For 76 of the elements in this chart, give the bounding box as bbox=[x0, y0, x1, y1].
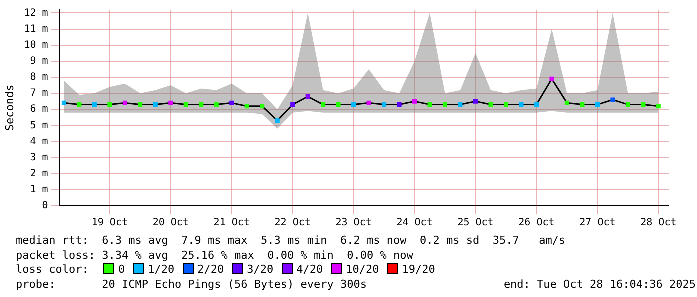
point bbox=[397, 102, 402, 108]
point bbox=[641, 102, 646, 108]
y-tick-label: 11 m bbox=[24, 24, 48, 35]
point bbox=[580, 102, 585, 108]
point bbox=[290, 102, 296, 108]
point bbox=[77, 102, 82, 108]
point bbox=[275, 118, 280, 124]
x-tick-label: 25 Oct bbox=[458, 218, 494, 229]
y-tick-label: 3 m bbox=[30, 152, 48, 164]
y-tick-label: 5 m bbox=[30, 120, 48, 132]
y-tick-label: 1 m bbox=[30, 184, 48, 196]
point bbox=[610, 98, 616, 102]
point bbox=[412, 99, 418, 104]
point bbox=[366, 100, 372, 106]
x-tick-label: 22 Oct bbox=[274, 218, 311, 229]
y-tick-label: 0 bbox=[42, 200, 48, 212]
point bbox=[534, 102, 539, 108]
point bbox=[428, 102, 432, 108]
point bbox=[336, 102, 341, 108]
point bbox=[352, 102, 356, 108]
y-tick-label: 7 m bbox=[30, 88, 48, 100]
point bbox=[564, 100, 570, 106]
point bbox=[519, 102, 524, 108]
x-tick-label: 21 Oct bbox=[214, 218, 250, 229]
point bbox=[92, 102, 97, 108]
legend-label: 2/20 bbox=[198, 263, 224, 276]
text: end: Tue Oct 28 16:04:36 2025 bbox=[504, 278, 696, 292]
x-tick-label: 28 Oct bbox=[640, 218, 677, 229]
legend-label: 1/20 bbox=[148, 263, 175, 276]
point bbox=[382, 102, 387, 108]
x-tick-label: 26 Oct bbox=[518, 218, 555, 229]
point bbox=[504, 102, 509, 108]
x-tick-label: 20 Oct bbox=[152, 218, 189, 229]
point bbox=[108, 102, 112, 108]
point bbox=[153, 102, 158, 108]
y-tick-label: 10 m bbox=[24, 40, 48, 51]
point bbox=[138, 102, 143, 108]
point bbox=[488, 102, 494, 108]
y-tick-label: 8 m bbox=[30, 72, 48, 84]
text: packet loss: 3.34 % avg 25.16 % max 0.00 % min 0.00 % now bbox=[16, 248, 414, 263]
y-axis-title: Seconds bbox=[3, 84, 16, 132]
text: probe: 20 ICMP Echo Pings (56 Bytes) every 300s bbox=[16, 278, 367, 290]
y-tick-label: 9 m bbox=[30, 56, 48, 68]
point bbox=[550, 76, 554, 82]
legend-label: 10/20 bbox=[346, 263, 380, 276]
legend-label: 0 bbox=[118, 263, 126, 276]
x-tick-label: 27 Oct bbox=[580, 218, 616, 229]
point bbox=[306, 94, 310, 100]
point bbox=[656, 104, 661, 109]
point bbox=[626, 102, 630, 108]
x-tick-label: 19 Oct bbox=[92, 218, 128, 229]
y-tick-label: 4 m bbox=[30, 136, 48, 148]
legend-label: 4/20 bbox=[296, 263, 324, 276]
point bbox=[244, 104, 250, 109]
y-tick-label: 6 m bbox=[30, 104, 48, 116]
point bbox=[168, 100, 174, 106]
point bbox=[122, 100, 128, 106]
legend-label: 19/20 bbox=[402, 263, 436, 276]
point bbox=[458, 102, 463, 108]
legend-title: loss color: bbox=[16, 263, 90, 276]
y-tick-label: 12 m bbox=[24, 8, 48, 19]
point bbox=[260, 104, 265, 109]
point bbox=[443, 102, 448, 108]
point bbox=[199, 102, 204, 108]
y-tick-label: 2 m bbox=[30, 168, 48, 180]
text: median rtt: 6.3 ms avg 7.9 ms max 5.3 ms min 6.2 ms now 0.2 ms sd 35.7 am/s bbox=[16, 234, 567, 248]
point bbox=[321, 102, 326, 108]
point bbox=[595, 102, 600, 108]
x-tick-label: 24 Oct bbox=[396, 218, 433, 229]
x-tick-label: 23 Oct bbox=[336, 218, 372, 229]
point bbox=[62, 100, 66, 106]
point bbox=[230, 100, 234, 106]
point bbox=[184, 102, 188, 108]
point bbox=[473, 99, 478, 104]
point bbox=[214, 102, 219, 108]
legend-label: 3/20 bbox=[247, 263, 274, 276]
